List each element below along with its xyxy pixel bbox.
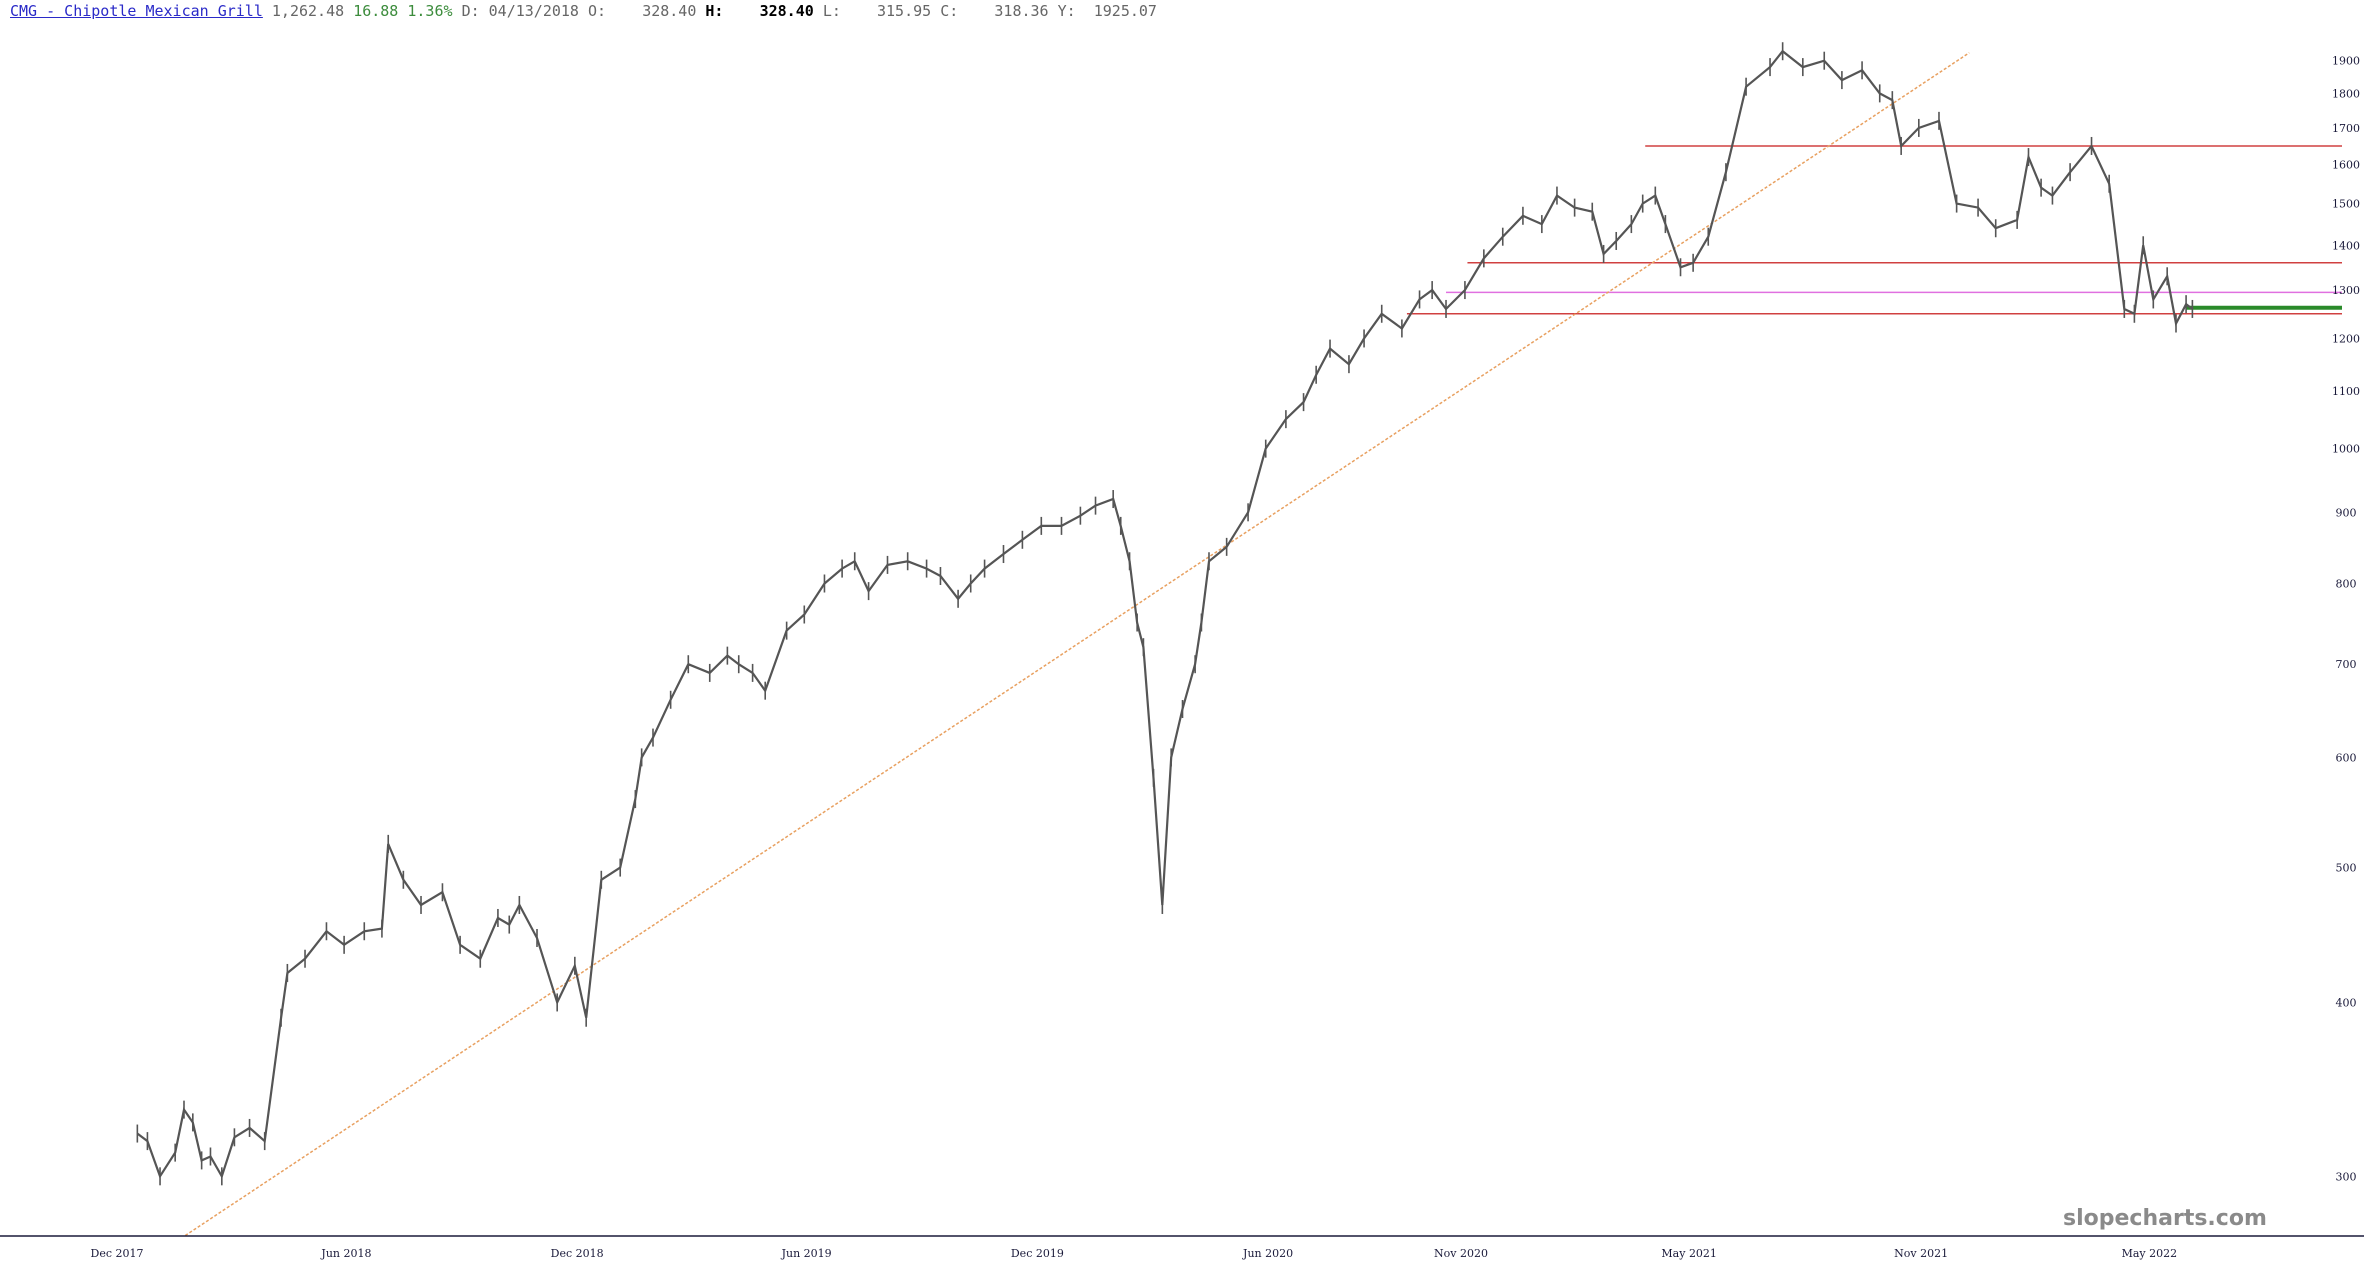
- y-tick-label: 1300: [2332, 284, 2360, 297]
- price-line: [136, 49, 2194, 1180]
- x-tick-label: Jun 2020: [1242, 1247, 1293, 1260]
- x-tick-label: Jun 2019: [781, 1247, 832, 1260]
- last-price: 1,262.48: [271, 2, 345, 20]
- high-value: 328.40: [759, 2, 814, 20]
- x-tick-label: Nov 2020: [1434, 1247, 1488, 1260]
- symbol-link[interactable]: CMG - Chipotle Mexican Grill: [10, 2, 263, 20]
- high-label: H:: [705, 2, 724, 20]
- y-tick-label: 400: [2336, 996, 2357, 1009]
- open-label: O:: [588, 2, 607, 20]
- y-tick-label: 1400: [2332, 239, 2360, 252]
- axes: 300 400 500 600 700 800 900 1000 1100 1200 1300 140…: [0, 55, 2364, 1260]
- date-value: 04/13/2018: [488, 2, 579, 20]
- x-tick-label: Dec 2017: [91, 1247, 144, 1260]
- x-tick-label: Dec 2019: [1011, 1247, 1064, 1260]
- y-tick-label: 600: [2336, 751, 2357, 764]
- x-tick-label: May 2021: [1661, 1247, 1717, 1260]
- trendline-layer: [184, 52, 1970, 1237]
- x-tick-label: Jun 2018: [320, 1247, 371, 1260]
- y-tick-label: 800: [2336, 578, 2357, 591]
- x-tick-label: Dec 2018: [551, 1247, 604, 1260]
- close-label: C:: [940, 2, 959, 20]
- low-label: L:: [822, 2, 841, 20]
- price-change: 16.88: [353, 2, 399, 20]
- y-tick-label: 1000: [2332, 443, 2360, 456]
- trendline: [184, 52, 1970, 1237]
- price-change-percent: 1.36%: [407, 2, 453, 20]
- x-tick-label: Nov 2021: [1894, 1247, 1948, 1260]
- y-tick-label: 300: [2336, 1170, 2357, 1183]
- y-tick-label: 1800: [2332, 87, 2360, 100]
- y-tick-label: 500: [2336, 862, 2357, 875]
- x-tick-label: May 2022: [2122, 1247, 2178, 1260]
- horizontal-levels: [1406, 145, 2342, 315]
- y-tick-label: 1600: [2332, 159, 2360, 172]
- y-tick-label: 1200: [2332, 332, 2360, 345]
- quote-header: CMG - Chipotle Mexican Grill 1,262.48 16…: [10, 2, 1157, 24]
- watermark: slopecharts.com: [2063, 1206, 2267, 1231]
- y-tick-label: 1100: [2332, 385, 2360, 398]
- y-tick-label: 700: [2336, 658, 2357, 671]
- y-tick-label: 1700: [2332, 122, 2360, 135]
- y-value: 1925.07: [1093, 2, 1157, 20]
- y-label: Y:: [1057, 2, 1076, 20]
- date-label: D:: [461, 2, 480, 20]
- close-value: 318.36: [994, 2, 1049, 20]
- price-series: [136, 42, 2194, 1186]
- y-tick-label: 900: [2336, 506, 2357, 519]
- y-tick-label: 1500: [2332, 198, 2360, 211]
- open-value: 328.40: [642, 2, 697, 20]
- low-value: 315.95: [877, 2, 932, 20]
- y-tick-label: 1900: [2332, 55, 2360, 68]
